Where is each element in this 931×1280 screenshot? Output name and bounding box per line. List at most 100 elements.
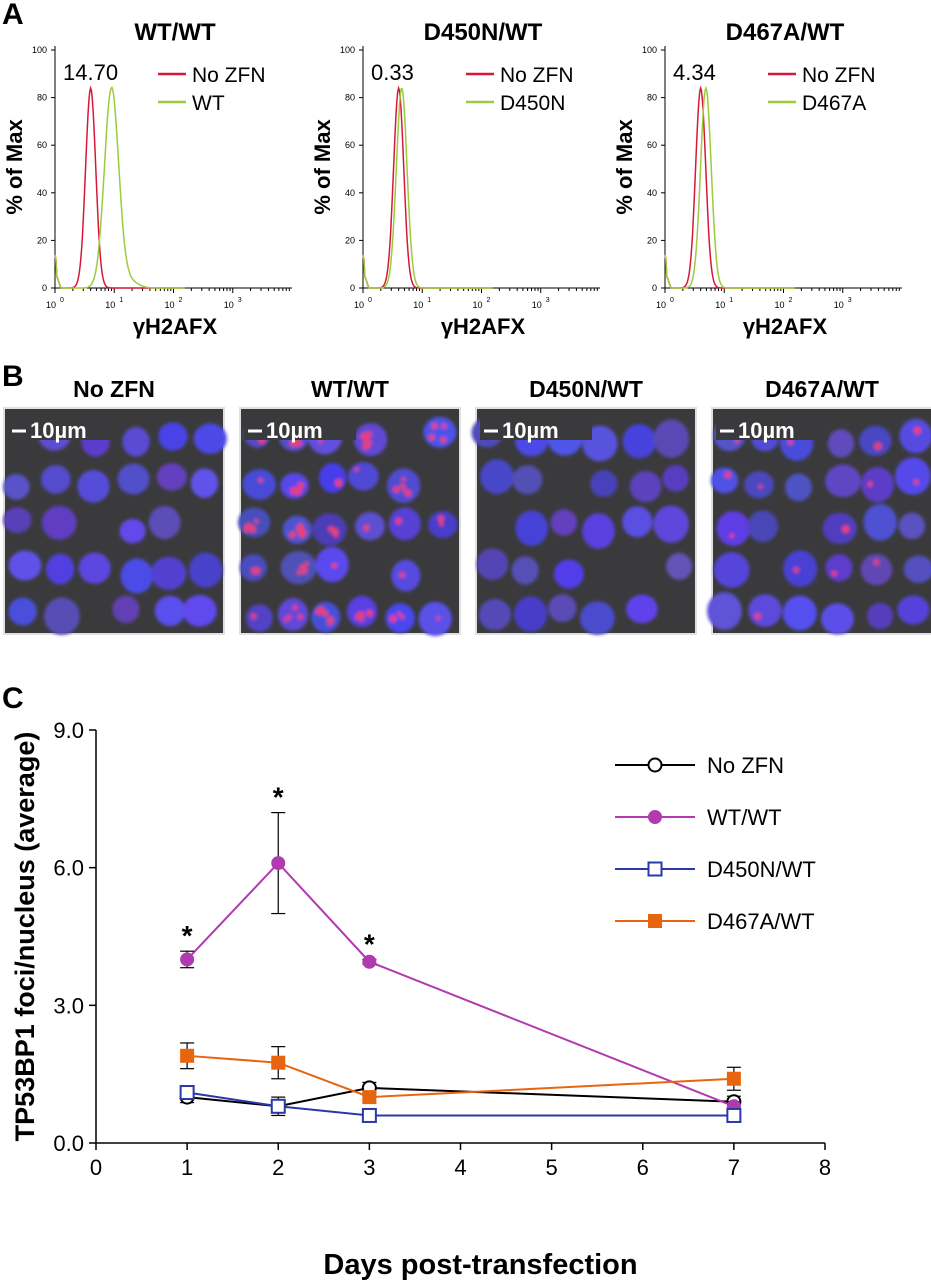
focus xyxy=(913,479,919,485)
nucleus xyxy=(629,471,662,503)
focus xyxy=(301,529,307,536)
x-axis-label: γH2AFX xyxy=(743,314,828,339)
focus xyxy=(254,519,259,524)
histogram-value: 0.33 xyxy=(371,60,414,85)
focus xyxy=(436,616,441,621)
scalebar-label: 10µm xyxy=(30,418,87,443)
nucleus xyxy=(41,505,77,540)
focus xyxy=(399,572,405,578)
nucleus xyxy=(707,592,742,631)
focus xyxy=(364,438,372,447)
nucleus xyxy=(582,513,615,549)
y-tick-label: 40 xyxy=(647,188,657,198)
data-point xyxy=(726,1107,742,1123)
x-tick-exponent: 0 xyxy=(670,297,674,304)
nucleus xyxy=(193,423,227,454)
focus xyxy=(333,532,339,538)
nucleus xyxy=(866,602,894,630)
data-point xyxy=(271,856,286,871)
scalebar-backdrop xyxy=(480,412,592,440)
focus xyxy=(322,610,329,617)
y-tick-label: 3.0 xyxy=(53,993,84,1018)
focus xyxy=(402,488,408,494)
x-axis-label: Days post-transfection xyxy=(323,1249,637,1280)
nucleus xyxy=(44,597,80,635)
nucleus xyxy=(666,552,693,580)
focus xyxy=(354,467,359,472)
focus xyxy=(251,567,259,575)
nucleus xyxy=(822,512,857,545)
x-tick-label: 0 xyxy=(90,1155,102,1180)
series-wt-wt xyxy=(180,811,741,1114)
focus xyxy=(360,432,369,441)
focus xyxy=(304,561,309,567)
significance-asterisk: * xyxy=(182,920,193,951)
y-tick-label: 20 xyxy=(647,235,657,245)
focus xyxy=(363,524,370,532)
micrograph-3: D450N/WT 10µm xyxy=(471,376,697,635)
nucleus xyxy=(716,511,751,546)
focus xyxy=(326,616,335,624)
nucleus xyxy=(515,510,549,547)
histogram-curve-sample xyxy=(362,87,493,289)
x-tick-exponent: 2 xyxy=(179,297,183,304)
y-tick-label: 80 xyxy=(37,93,47,103)
y-axis-label: % of Max xyxy=(612,119,637,215)
x-tick-exponent: 3 xyxy=(848,297,852,304)
scalebar-label: 10µm xyxy=(502,418,559,443)
data-point xyxy=(179,1085,195,1101)
x-tick-label: 10 xyxy=(164,300,174,310)
x-tick-label: 10 xyxy=(354,300,364,310)
focus xyxy=(399,483,406,490)
focus xyxy=(401,477,406,482)
focus xyxy=(358,615,365,622)
focus xyxy=(724,471,732,479)
x-tick-label: 10 xyxy=(774,300,784,310)
series-line xyxy=(186,1091,734,1117)
y-tick-label: 80 xyxy=(647,93,657,103)
nucleus xyxy=(748,594,782,627)
nucleus xyxy=(188,552,223,588)
focus xyxy=(250,613,257,620)
histogram-title: D467A/WT xyxy=(726,19,845,46)
x-tick-exponent: 3 xyxy=(238,297,242,304)
legend-marker xyxy=(647,757,663,773)
y-tick-label: 60 xyxy=(37,140,47,150)
nucleus xyxy=(897,595,930,625)
nucleus xyxy=(653,419,690,458)
nucleus xyxy=(863,503,897,541)
nucleus xyxy=(119,518,146,544)
scalebar-label: 10µm xyxy=(738,418,795,443)
nucleus xyxy=(743,471,775,499)
y-tick-label: 20 xyxy=(345,235,355,245)
focus xyxy=(395,517,402,525)
scalebar-backdrop xyxy=(716,412,828,440)
y-tick-label: 6.0 xyxy=(53,856,84,881)
x-tick-exponent: 3 xyxy=(546,297,550,304)
focus xyxy=(729,533,735,539)
nucleus xyxy=(622,506,653,538)
focus xyxy=(389,615,397,623)
panel-b-micrographs: No ZFN 10µm WT/WT 10µm D450N/WT 10µm D467A/WT 1… xyxy=(3,376,931,637)
nucleus xyxy=(782,595,817,631)
nucleus xyxy=(355,512,385,541)
nucleus xyxy=(347,595,378,628)
data-point xyxy=(726,1071,741,1086)
legend-label: D467A/WT xyxy=(707,909,815,934)
focus xyxy=(296,570,302,575)
scalebar-backdrop xyxy=(8,412,120,440)
nucleus xyxy=(311,601,341,633)
nucleus xyxy=(154,595,186,626)
focus xyxy=(283,617,289,622)
nucleus xyxy=(898,512,926,540)
focus xyxy=(841,525,850,534)
legend-label: No ZFN xyxy=(707,753,784,778)
data-point xyxy=(270,1098,286,1114)
nucleus xyxy=(190,468,219,498)
nucleus xyxy=(747,510,779,543)
x-tick-label: 10 xyxy=(105,300,115,310)
nucleus xyxy=(182,594,217,627)
panel-c-letter: C xyxy=(2,682,24,715)
nucleus xyxy=(713,552,750,588)
nucleus xyxy=(514,596,548,632)
